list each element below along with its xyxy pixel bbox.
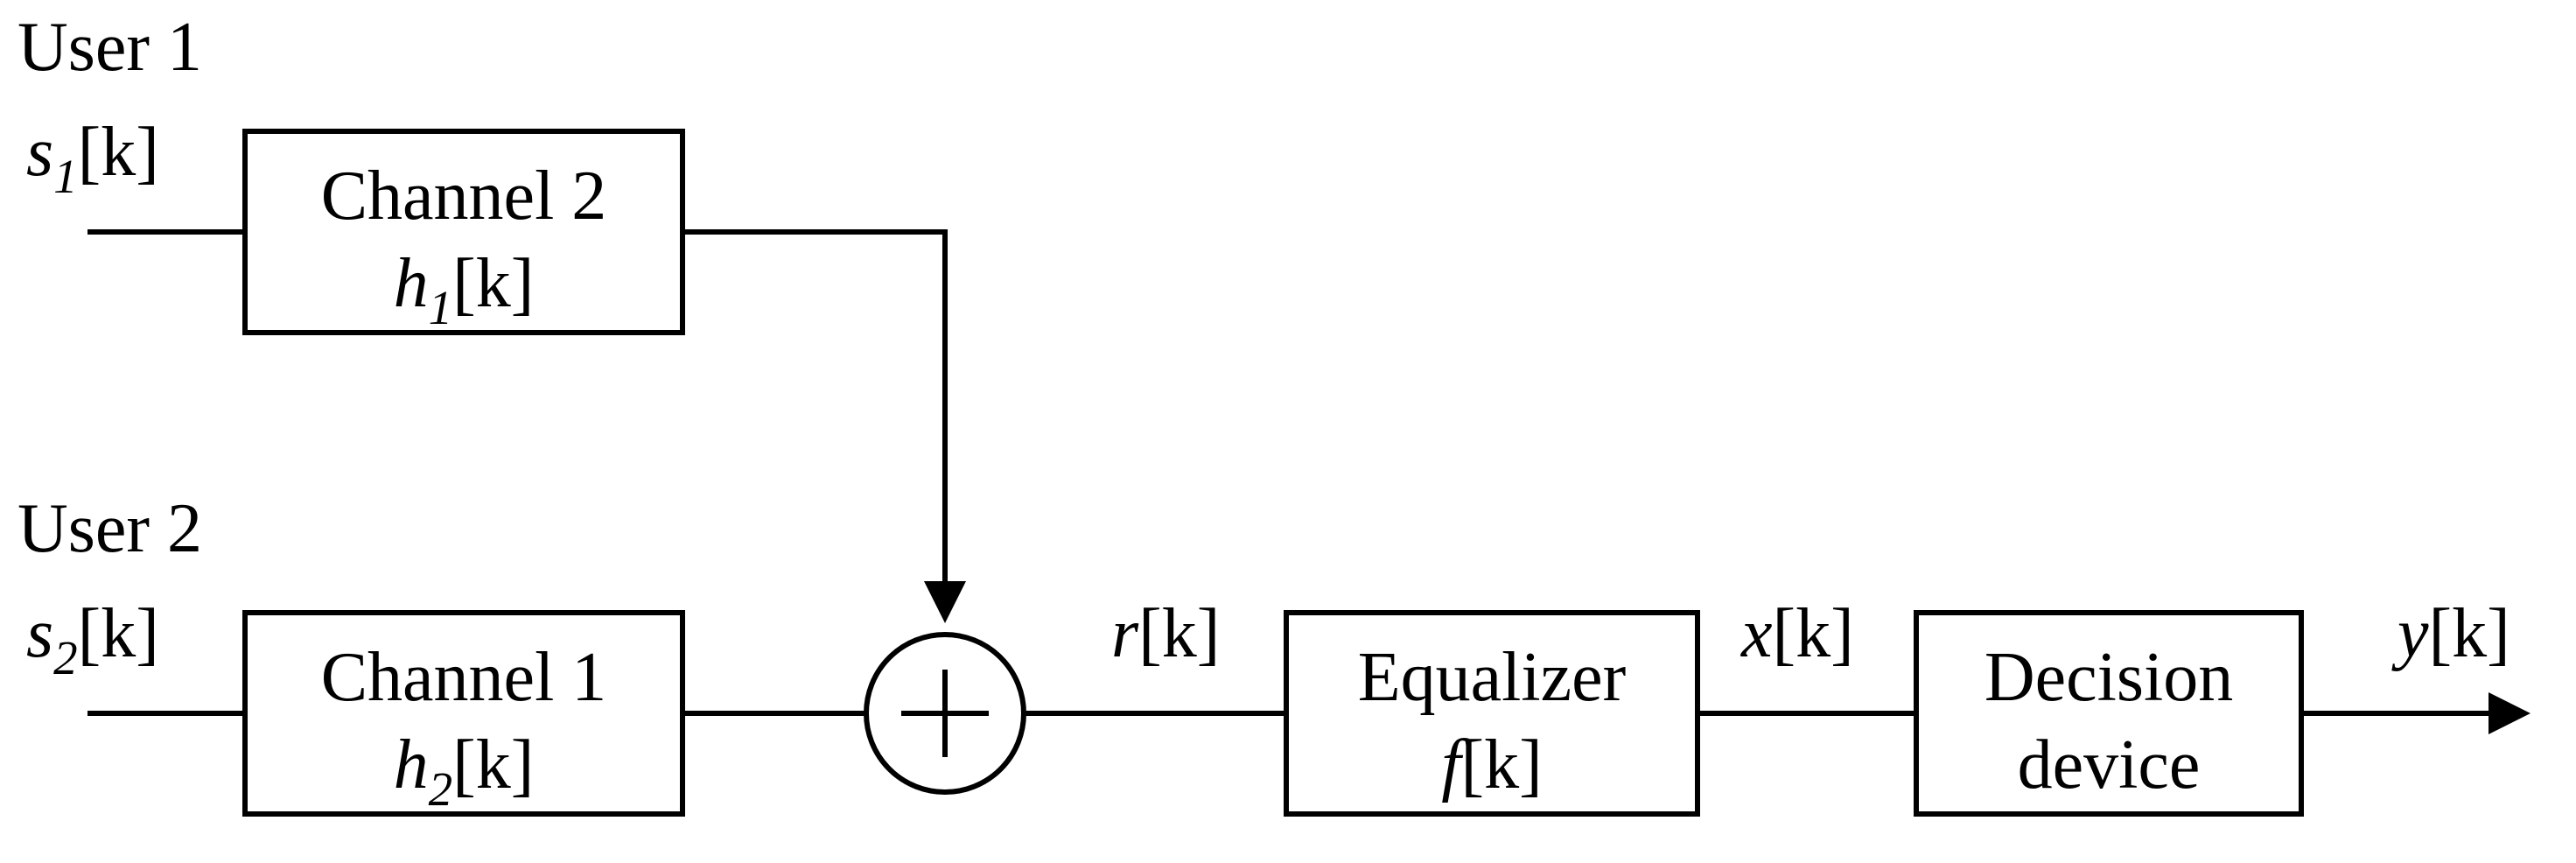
channel-1-line2: h2[k] bbox=[394, 726, 535, 816]
label-user-2: User 2 bbox=[18, 490, 202, 567]
equalizer-line1: Equalizer bbox=[1358, 639, 1626, 716]
label-s1: s1[k] bbox=[26, 114, 159, 203]
label-s2: s2[k] bbox=[26, 595, 159, 684]
equalizer-line2: f[k] bbox=[1441, 726, 1543, 803]
decision-line1: Decision bbox=[1984, 639, 2233, 716]
wire-channel2-to-summer bbox=[682, 232, 945, 613]
label-x: x[k] bbox=[1740, 595, 1854, 672]
channel-2-line1: Channel 2 bbox=[321, 158, 607, 235]
label-user-1: User 1 bbox=[18, 9, 202, 86]
label-y: y[k] bbox=[2391, 595, 2510, 672]
channel-2-line2: h1[k] bbox=[394, 245, 535, 334]
label-r: r[k] bbox=[1111, 595, 1220, 672]
channel-1-line1: Channel 1 bbox=[321, 639, 607, 716]
decision-line2: device bbox=[2018, 726, 2201, 803]
